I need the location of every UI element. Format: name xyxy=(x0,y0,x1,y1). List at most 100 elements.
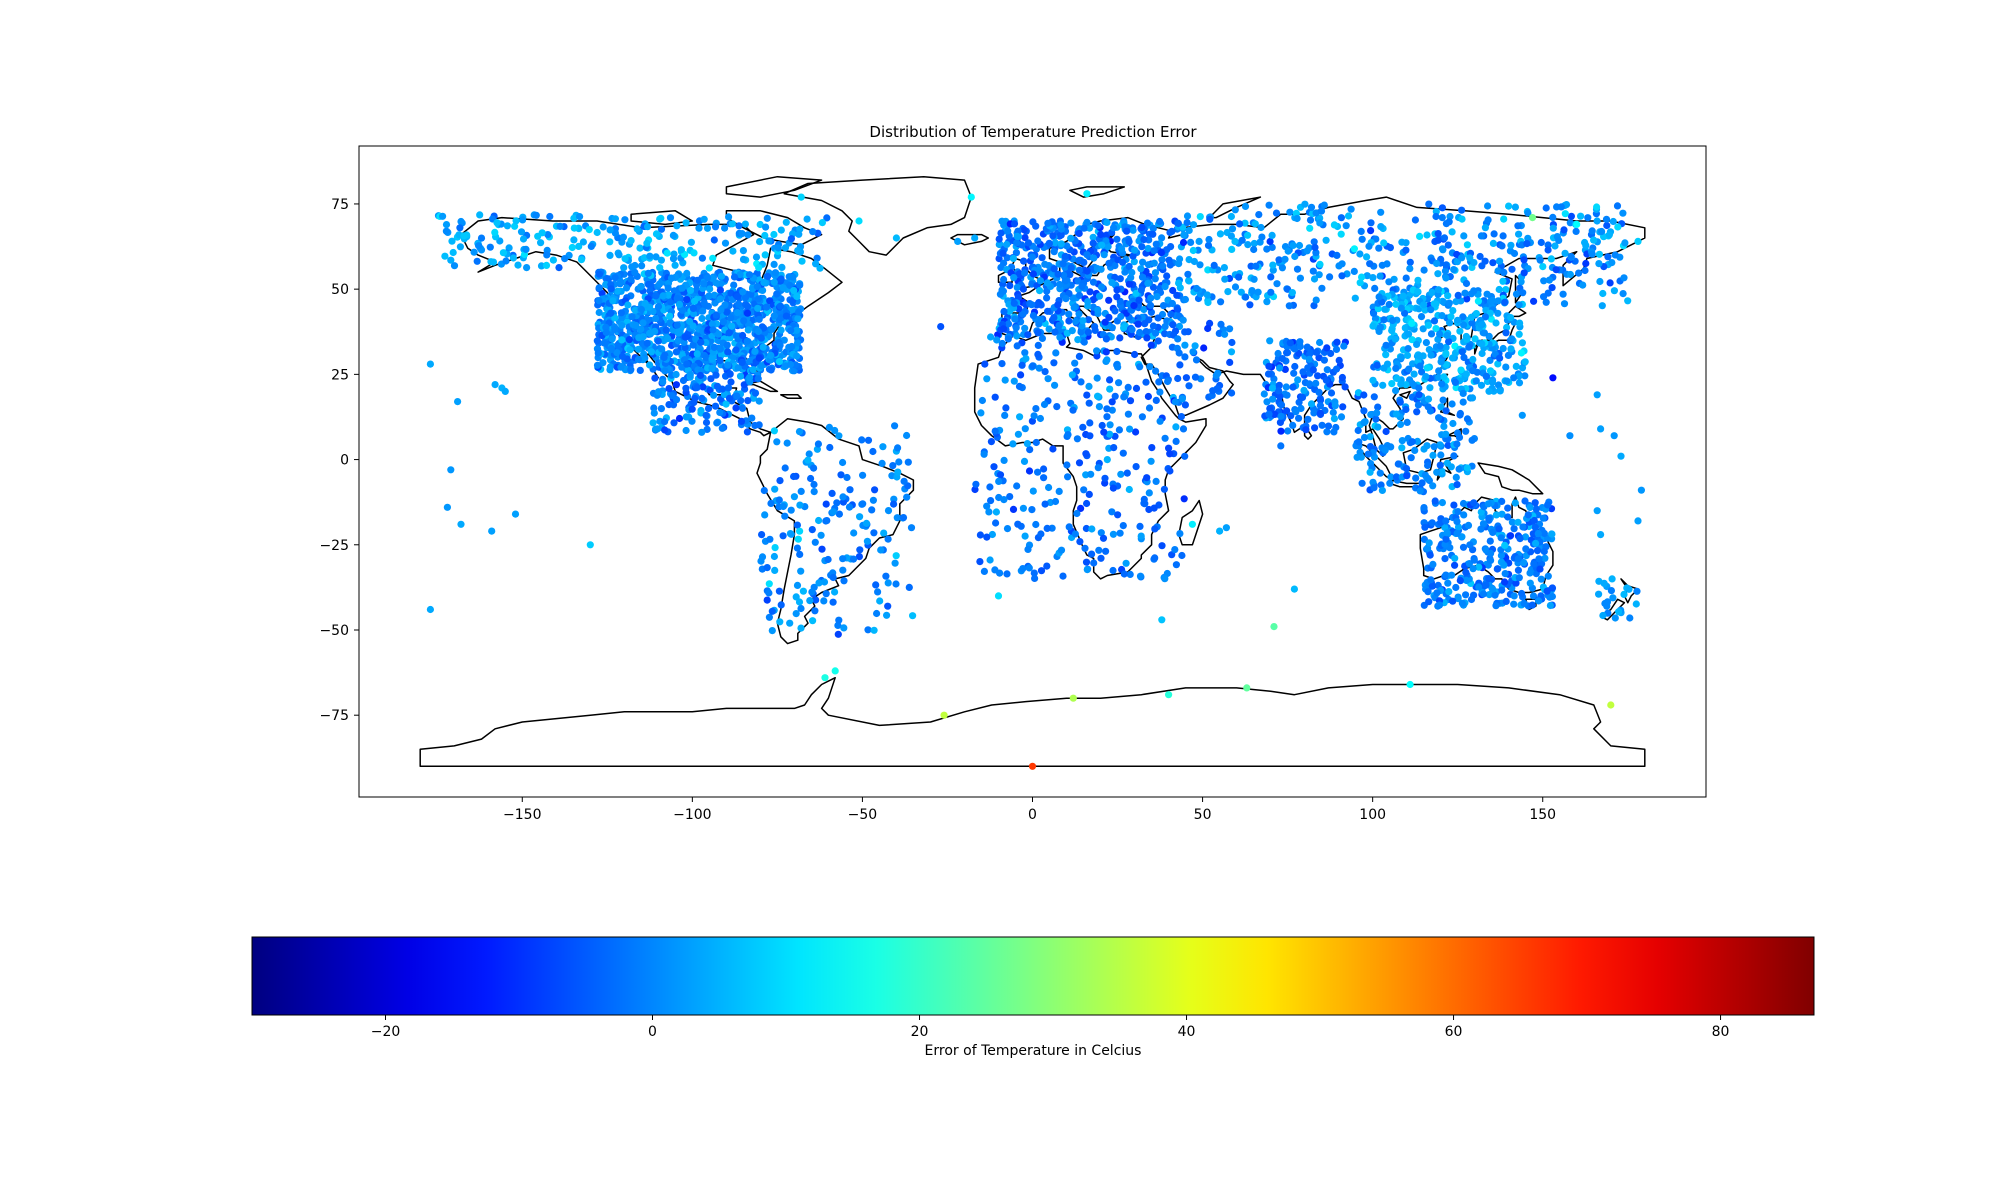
station-point xyxy=(1097,283,1106,291)
station-point xyxy=(1500,561,1508,569)
station-point xyxy=(1266,237,1274,246)
station-point xyxy=(809,228,817,236)
station-point xyxy=(1381,446,1389,454)
station-point xyxy=(673,321,681,329)
station-point xyxy=(1454,523,1463,531)
station-point xyxy=(549,256,558,264)
station-point xyxy=(1216,527,1224,535)
station-point xyxy=(996,471,1005,479)
station-point xyxy=(820,597,828,605)
station-point xyxy=(1263,398,1271,406)
station-point xyxy=(587,242,595,250)
station-point xyxy=(1489,259,1497,267)
station-point xyxy=(1457,366,1465,374)
station-point xyxy=(728,322,736,330)
station-point xyxy=(1093,347,1101,355)
station-point xyxy=(978,396,987,405)
station-point xyxy=(1439,246,1447,254)
station-point xyxy=(1493,565,1501,573)
x-tick-label: −150 xyxy=(503,807,541,823)
station-point xyxy=(1377,208,1385,216)
station-point xyxy=(1514,518,1522,526)
station-point xyxy=(809,617,817,625)
station-point xyxy=(1327,389,1336,397)
station-point xyxy=(1041,260,1049,268)
station-point xyxy=(1611,614,1619,622)
station-point xyxy=(1094,222,1102,230)
station-point xyxy=(1204,241,1213,249)
station-point xyxy=(1387,473,1395,481)
station-point xyxy=(1035,364,1043,372)
station-point xyxy=(1132,428,1140,436)
station-point xyxy=(721,239,730,247)
station-point xyxy=(1419,325,1427,333)
station-point xyxy=(1004,320,1013,328)
station-point xyxy=(1021,234,1029,242)
station-point xyxy=(1210,261,1218,269)
station-point xyxy=(741,293,750,302)
station-point xyxy=(1215,329,1223,337)
station-point xyxy=(1036,287,1044,295)
station-point xyxy=(1388,380,1396,388)
station-point xyxy=(666,312,674,320)
station-point xyxy=(765,237,773,245)
station-point xyxy=(716,408,724,416)
station-point xyxy=(1423,364,1431,372)
station-point xyxy=(1102,348,1110,356)
station-point xyxy=(1032,438,1040,447)
station-point xyxy=(870,626,878,634)
station-point xyxy=(1189,246,1197,255)
station-point xyxy=(1453,481,1461,489)
station-point xyxy=(732,346,740,354)
station-point xyxy=(1306,216,1315,224)
station-point xyxy=(810,488,818,496)
station-point xyxy=(1452,583,1460,592)
station-point xyxy=(1084,328,1092,336)
station-point xyxy=(1021,425,1029,433)
station-point xyxy=(698,428,706,436)
station-point xyxy=(621,216,629,224)
station-point xyxy=(1427,351,1435,359)
station-point xyxy=(1438,380,1446,388)
station-point xyxy=(1597,531,1605,539)
station-point xyxy=(1097,265,1105,273)
station-point xyxy=(1209,387,1217,395)
station-point xyxy=(1156,217,1164,226)
station-point xyxy=(1179,238,1188,247)
station-point xyxy=(1222,524,1230,532)
station-point xyxy=(510,222,519,230)
station-point xyxy=(977,409,985,417)
station-point xyxy=(1593,507,1601,515)
station-point xyxy=(1057,231,1065,239)
station-point xyxy=(1511,499,1519,507)
station-point xyxy=(760,486,768,495)
station-point xyxy=(991,427,999,435)
station-point xyxy=(1537,575,1545,583)
station-point xyxy=(1089,278,1098,286)
station-point xyxy=(1267,273,1275,281)
station-point xyxy=(503,222,511,230)
station-point xyxy=(1171,398,1179,406)
station-point xyxy=(1442,517,1450,525)
station-point xyxy=(763,214,771,222)
station-point xyxy=(855,217,863,225)
station-point xyxy=(1315,388,1323,396)
station-point xyxy=(1003,570,1011,578)
station-point xyxy=(780,336,788,344)
station-point xyxy=(1396,398,1404,406)
station-point xyxy=(1593,391,1601,399)
station-point xyxy=(1131,246,1139,254)
station-point xyxy=(1573,220,1581,228)
station-point xyxy=(1030,569,1038,577)
station-point xyxy=(876,597,884,605)
station-point xyxy=(1286,339,1294,347)
station-point xyxy=(611,326,619,334)
station-point xyxy=(1110,224,1118,232)
station-point xyxy=(1013,342,1021,350)
station-point xyxy=(1593,203,1601,211)
station-point xyxy=(771,566,779,575)
station-point xyxy=(1051,497,1060,506)
station-point xyxy=(1529,530,1537,538)
